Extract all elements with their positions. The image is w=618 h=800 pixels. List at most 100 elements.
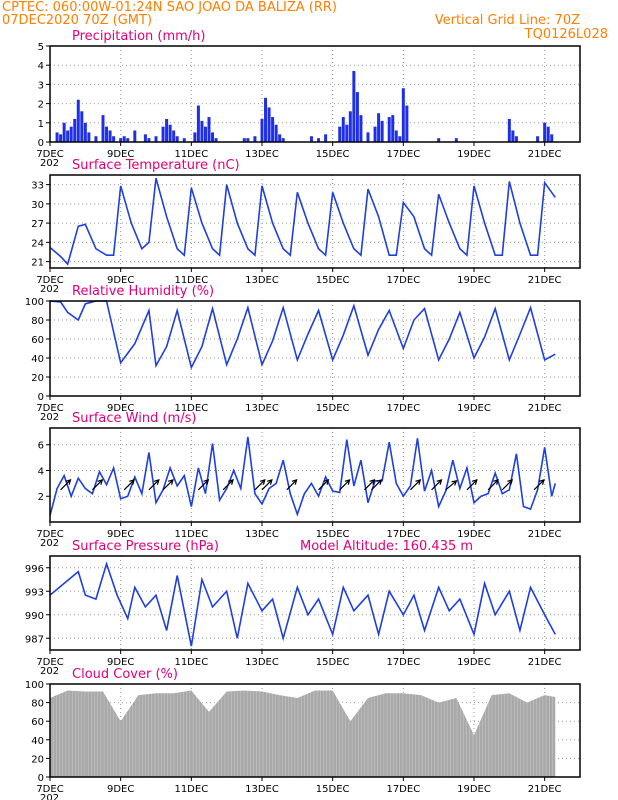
surface_pressure-frame [49,555,581,651]
wind-arrow [501,479,514,491]
precip-bar [536,136,540,142]
precip-bar [341,117,345,142]
y-tick-label: 990 [25,611,44,622]
x-tick-label: 15DEC [316,149,350,160]
cloud_cover-panel: 0 20 40 60 80 100 7DEC 9DEC 11DEC 13DEC 15DEC 17DEC… [25,667,581,800]
x-tick-label: 17DEC [386,529,420,540]
x-tick-label: 15DEC [316,403,350,414]
x-tick-label: 21DEC [528,657,562,668]
precipitation-panel: 0 1 2 3 4 5 7DEC 9DEC 11DEC 13DEC 15DEC 17DEC 19DEC 2… [36,29,581,169]
wind-arrow-shaft [466,479,478,491]
y-tick-label: 987 [25,634,44,645]
wind-arrow-shaft [445,480,457,491]
wind-arrow-shaft [371,479,382,491]
wind-arrow [371,479,383,491]
precip-bar [377,113,381,142]
y-tick-label: 80 [31,316,44,327]
wind-arrow-head [167,479,174,485]
precip-bar [264,97,268,142]
x-tick-label: 17DEC [386,403,420,414]
y-tick-label: 0 [38,138,44,149]
wind-arrow-head [538,479,545,485]
x-tick-label: 19DEC [457,529,491,540]
y-tick-label: 6 [38,441,44,452]
wind-arrow [466,479,478,491]
precip-bar [122,136,126,142]
precip-bar [352,70,356,142]
y-tick-label: 20 [31,754,44,765]
header-date: 07DEC2020 70Z (GMT) [2,13,152,28]
wind-arrow [445,480,458,491]
precip-bar [211,132,215,142]
surface_pressure-title-extra: Model Altitude: 160.435 m [300,539,473,554]
precip-bar [546,126,550,142]
precip-bar [394,130,398,142]
precip-bar [101,115,105,142]
wind-arrow-head [451,480,458,486]
x-tick-label: 7DEC [36,529,63,540]
wind-arrow [254,479,266,491]
precip-bar [83,122,87,142]
wind-arrow [286,479,298,491]
precip-bar [108,130,112,142]
precip-bar [76,99,80,142]
wind-arrow [364,479,376,491]
wind-arrow-head [259,479,266,485]
precip-bar [373,126,377,142]
precip-bar [203,126,207,142]
wind-arrow-head [493,479,499,485]
x-tick-label: 13DEC [245,275,279,286]
y-tick-label: 5 [38,42,44,53]
header-model-id: TQ0126L028 [524,27,608,42]
precipitation-frame [49,45,581,143]
surface_wind-line [49,436,557,517]
y-tick-label: 40 [31,736,44,747]
x-year-label: 202 [40,666,59,677]
precip-bar [55,132,59,142]
surface_pressure-panel: 987 990 993 996 7DEC 9DEC 11DEC 13DEC 15DEC 17DEC… [25,539,581,677]
x-tick-label: 9DEC [107,784,134,795]
wind-arrow [162,479,174,491]
x-tick-label: 19DEC [457,149,491,160]
precip-bar [324,134,328,142]
cloud_cover-frame [49,683,581,778]
wind-arrow-head [65,479,72,485]
precip-bar [309,136,313,142]
x-tick-label: 19DEC [457,784,491,795]
x-tick-label: 7DEC [36,149,63,160]
precip-bar [267,107,271,142]
header-line1: CPTEC: 060:00W-01:24N SAO JOAO DA BALIZA… [2,0,337,15]
precip-bar [172,130,176,142]
wind-arrow [261,479,273,491]
wind-arrow [60,479,72,491]
wind-arrow [409,479,422,491]
y-tick-label: 21 [31,258,44,269]
x-tick-label: 13DEC [245,403,279,414]
y-tick-label: 1 [38,119,44,130]
x-tick-label: 13DEC [245,784,279,795]
precip-bar [278,134,282,142]
y-tick-label: 2 [38,100,44,111]
precip-bar [73,118,77,142]
precip-bar [175,136,179,142]
precip-bar [437,138,441,142]
wind-arrow-shaft [431,479,442,491]
wind-arrow-head [376,479,383,485]
wind-arrow-shaft [222,479,234,491]
x-tick-label: 13DEC [245,529,279,540]
precip-bar [168,124,172,142]
cloud-cover-area [50,690,556,777]
x-tick-label: 13DEC [245,149,279,160]
x-tick-label: 21DEC [528,149,562,160]
wind-arrow-head [436,479,443,485]
wind-arrow [91,479,104,491]
x-tick-label: 7DEC [36,657,63,668]
wind-arrow-shaft [60,479,71,491]
surface_wind-frame [49,427,581,523]
precip-bar [112,136,116,142]
x-tick-label: 9DEC [107,149,134,160]
wind-arrow [222,479,234,491]
x-tick-label: 21DEC [528,529,562,540]
x-tick-label: 17DEC [386,275,420,286]
